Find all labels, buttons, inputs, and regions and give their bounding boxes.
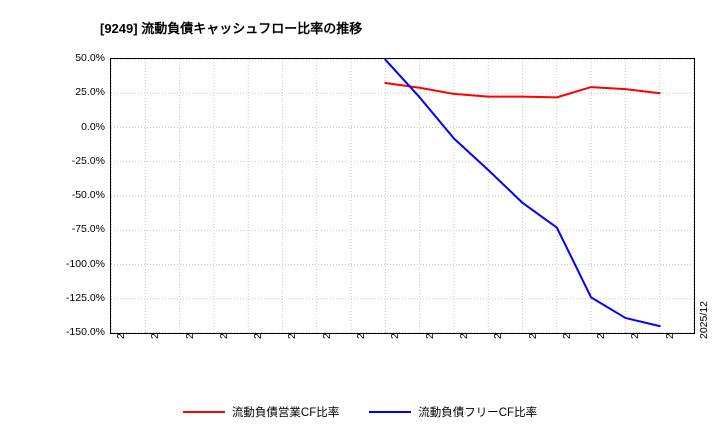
y-tick-label: -75.0% bbox=[71, 223, 105, 236]
x-tick-label: 2025/12 bbox=[698, 301, 710, 339]
legend-item[interactable]: 流動負債フリーCF比率 bbox=[369, 404, 537, 420]
y-tick-label: -125.0% bbox=[65, 291, 105, 304]
y-tick-label: 50.0% bbox=[75, 52, 105, 64]
legend-color-swatch bbox=[369, 411, 412, 413]
legend-item[interactable]: 流動負債営業CF比率 bbox=[182, 404, 340, 420]
y-tick-label: -25.0% bbox=[71, 154, 105, 167]
grid-lines bbox=[111, 59, 694, 333]
legend-color-swatch bbox=[182, 411, 225, 413]
y-tick-label: 25.0% bbox=[75, 86, 105, 99]
y-tick-label: -150.0% bbox=[65, 326, 105, 338]
y-tick-label: 0.0% bbox=[81, 120, 105, 133]
y-tick-label: -100.0% bbox=[65, 257, 105, 270]
y-tick-label: -50.0% bbox=[71, 189, 105, 201]
series-lines bbox=[384, 59, 661, 328]
chart-legend: 流動負債営業CF比率 流動負債フリーCF比率 bbox=[0, 404, 720, 420]
plot-area bbox=[110, 58, 695, 334]
legend-label: 流動負債営業CF比率 bbox=[231, 407, 340, 419]
legend-label: 流動負債フリーCF比率 bbox=[418, 407, 538, 419]
chart-title: [9249] 流動負債キャッシュフロー比率の推移 bbox=[100, 21, 363, 36]
